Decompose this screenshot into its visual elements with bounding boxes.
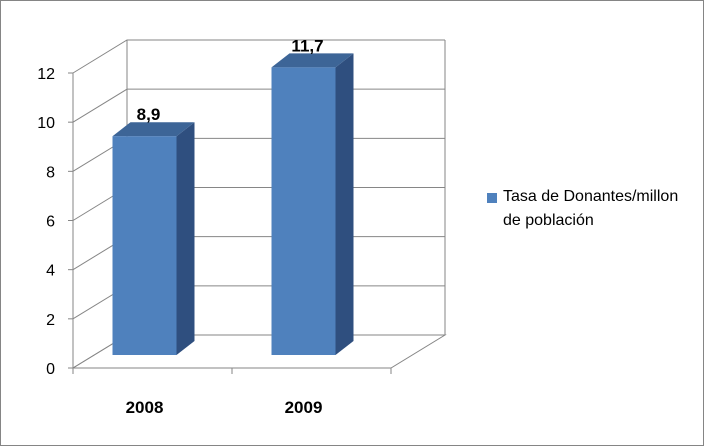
- bar-top-2008: [112, 122, 195, 137]
- category-label-2008: 2008: [126, 398, 164, 417]
- bar-front-2009: [271, 67, 336, 355]
- legend-swatch: [487, 193, 497, 203]
- legend-entry-label: Tasa de Donantes/millon de población: [503, 188, 679, 229]
- bar-2008: [112, 122, 195, 355]
- bar-top-2009: [271, 53, 354, 68]
- category-labels: 2008 2009: [126, 398, 323, 417]
- bar-side-2008: [176, 122, 195, 355]
- y-tick-label-2: 2: [46, 312, 55, 329]
- gridline-12: [72, 39, 445, 74]
- bar-side-2009: [335, 53, 354, 355]
- category-label-2009: 2009: [285, 398, 323, 417]
- gridline-10: [72, 88, 445, 123]
- bar-front-2008: [112, 136, 177, 355]
- y-tick-label-12: 12: [37, 66, 55, 83]
- bar-2009: [271, 53, 354, 355]
- y-tick-label-4: 4: [46, 263, 55, 280]
- y-tick-label-10: 10: [37, 115, 55, 132]
- y-tick-label-8: 8: [46, 164, 55, 181]
- y-axis-ticks: 0 2 4 6 8 10 12: [37, 66, 73, 378]
- y-tick-label-6: 6: [46, 214, 55, 231]
- legend: Tasa de Donantes/millon de población: [487, 185, 697, 233]
- data-label-2008: 8,9: [137, 105, 161, 124]
- data-labels: 8,9 11,7: [137, 36, 324, 124]
- data-label-2009: 11,7: [291, 36, 323, 55]
- bars: [112, 53, 354, 355]
- y-tick-label-0: 0: [46, 361, 55, 378]
